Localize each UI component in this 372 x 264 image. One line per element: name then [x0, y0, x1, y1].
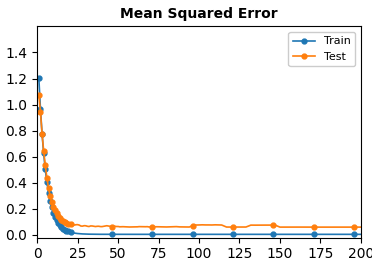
Train [331, 233, 336, 236]
Train [122, 233, 127, 236]
Test [49, 201, 54, 204]
Test [326, 225, 331, 229]
Train [56, 221, 61, 225]
Test [333, 225, 337, 229]
Train [359, 233, 363, 236]
Title: Mean Squared Error: Mean Squared Error [120, 7, 278, 21]
Line: Train: Train [36, 76, 363, 237]
Test [122, 225, 127, 228]
Test [56, 214, 61, 218]
Line: Test: Test [36, 92, 363, 230]
Test [359, 225, 363, 229]
Train [96, 233, 101, 236]
Test [96, 225, 101, 228]
Test [36, 93, 41, 96]
Train [350, 233, 355, 236]
Train [36, 76, 41, 79]
Train [49, 206, 54, 209]
Legend: Train, Test: Train, Test [288, 32, 355, 67]
Train [342, 233, 347, 236]
Test [344, 225, 349, 229]
